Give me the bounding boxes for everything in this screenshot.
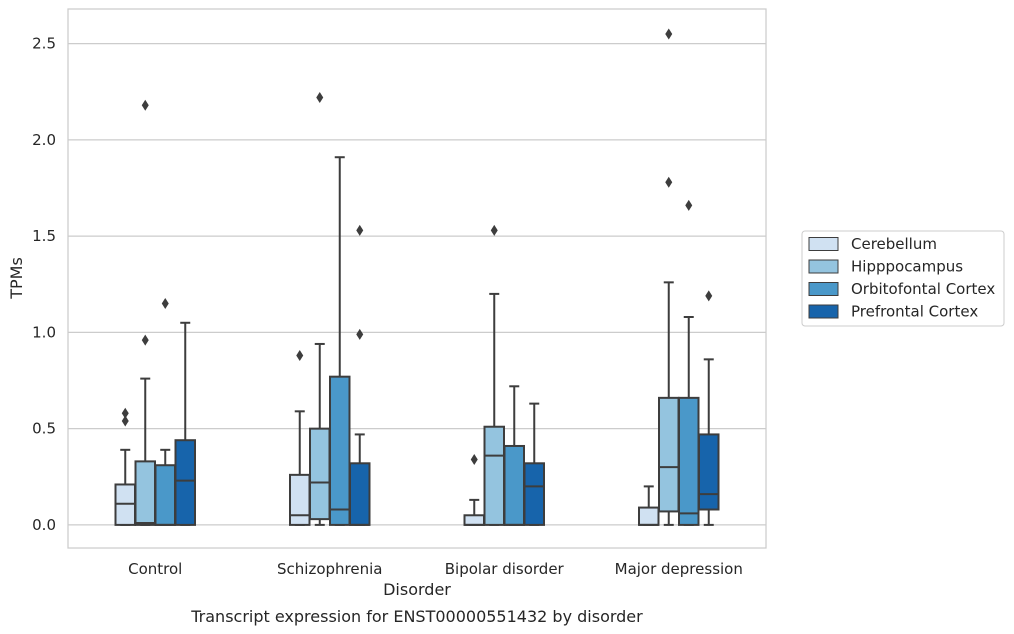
box-group	[349, 224, 371, 526]
box-group	[503, 385, 525, 526]
y-tick-label: 2.5	[32, 35, 56, 53]
box-group	[463, 453, 485, 526]
box	[483, 425, 505, 526]
outlier-point	[121, 407, 129, 419]
legend-swatch	[808, 282, 839, 296]
outlier-point	[490, 224, 498, 236]
box	[154, 464, 176, 526]
box	[349, 462, 371, 526]
y-tick-label: 2.0	[32, 131, 56, 149]
box-group	[134, 99, 156, 526]
box	[463, 514, 485, 526]
box	[174, 439, 196, 526]
box	[134, 460, 156, 526]
y-tick-label: 0.0	[32, 516, 56, 534]
y-tick-label: 1.5	[32, 227, 56, 245]
box-group	[698, 290, 720, 526]
box-group	[678, 199, 700, 526]
box	[698, 433, 720, 511]
outlier-point	[141, 334, 149, 346]
box-group	[329, 156, 351, 526]
box	[329, 375, 351, 526]
legend-swatch	[808, 259, 839, 274]
legend-swatch	[808, 237, 839, 251]
outlier-point	[316, 92, 324, 104]
outlier-point	[665, 28, 673, 40]
outlier-point	[470, 453, 478, 465]
box-group	[289, 350, 311, 526]
box-group	[309, 92, 331, 526]
outlier-point	[161, 298, 169, 310]
box	[523, 462, 545, 526]
legend-label: Cerebellum	[851, 235, 937, 253]
outlier-point	[141, 99, 149, 111]
x-tick-label: Schizophrenia	[277, 560, 382, 578]
box-group	[154, 298, 176, 526]
legend-frame	[801, 230, 1005, 327]
x-axis-label: Disorder	[383, 580, 451, 599]
outlier-point	[705, 290, 713, 302]
x-axis-ticks: Control Schizophrenia Bipolar disorder Majo…	[128, 560, 743, 578]
outlier-point	[665, 176, 673, 188]
y-axis-ticks: 0.0 0.5 1.0 1.5 2.0 2.5	[32, 35, 56, 534]
legend: Cerebellum Hipppocampus Orbitofontal Corte…	[801, 230, 1005, 327]
box	[638, 506, 660, 526]
legend-swatch	[808, 304, 839, 319]
box	[289, 473, 311, 526]
box-group	[523, 402, 545, 526]
outlier-point	[356, 328, 364, 340]
box-group	[658, 28, 680, 526]
y-tick-label: 1.0	[32, 323, 56, 341]
legend-label: Orbitofontal Cortex	[851, 280, 995, 298]
outlier-point	[356, 224, 364, 236]
x-tick-label: Bipolar disorder	[445, 560, 565, 578]
box	[658, 396, 680, 513]
outlier-point	[121, 415, 129, 427]
box-group	[483, 224, 505, 526]
box	[678, 396, 700, 526]
legend-label: Prefrontal Cortex	[851, 303, 978, 321]
chart-caption: Transcript expression for ENST0000055143…	[190, 607, 643, 626]
legend-label: Hipppocampus	[851, 258, 963, 276]
box	[503, 444, 525, 526]
outlier-point	[685, 199, 693, 211]
x-tick-label: Major depression	[615, 560, 743, 578]
box-group	[638, 485, 660, 526]
outlier-point	[296, 350, 304, 361]
y-tick-label: 0.5	[32, 420, 56, 438]
box	[309, 427, 331, 521]
box-group	[174, 321, 196, 526]
plot-boxes	[114, 28, 720, 526]
box-group	[114, 407, 136, 526]
x-tick-label: Control	[128, 560, 182, 578]
plot-frame	[67, 8, 767, 549]
y-axis-label: TPMs	[7, 257, 26, 300]
